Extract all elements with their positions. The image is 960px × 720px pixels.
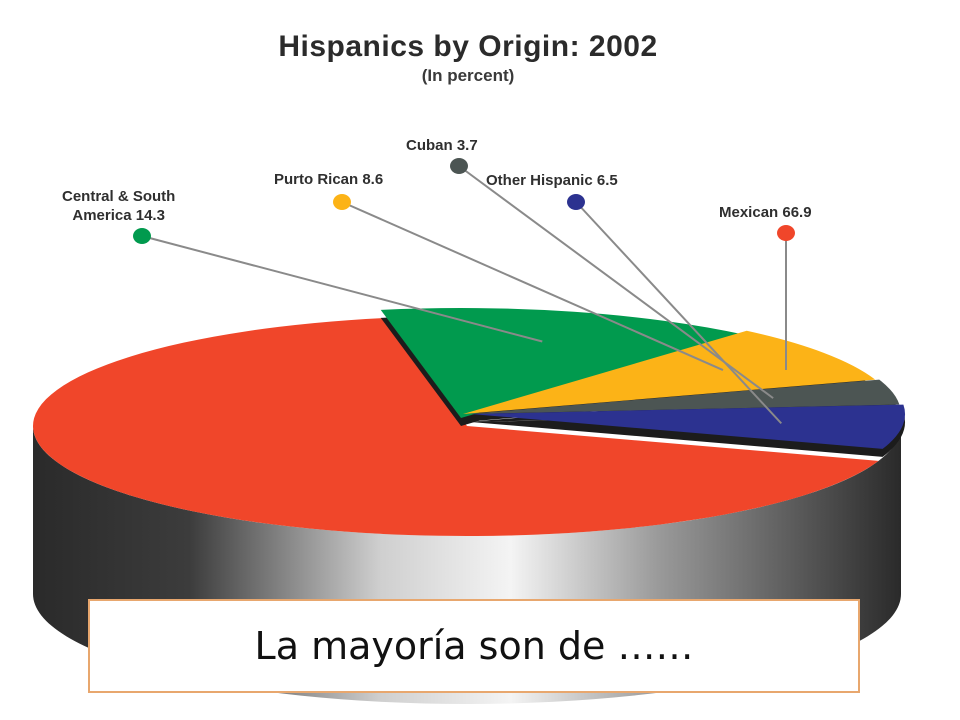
caption-box: La mayoría son de …… (88, 599, 860, 693)
label-purto-rican: Purto Rican 8.6 (274, 171, 384, 188)
slice-other-hispanic (471, 404, 906, 449)
slice-cuban (467, 379, 900, 414)
caption-text: La mayoría son de …… (254, 624, 694, 668)
label-mexican: Mexican 66.9 (719, 204, 812, 221)
leader-dot-other-hispanic (567, 194, 585, 210)
chart-title: Hispanics by Origin: 2002 (278, 30, 658, 63)
leader-line-central-south-america (141, 235, 543, 343)
slice-mexican (32, 317, 879, 536)
leader-dot-purto-rican (333, 194, 351, 210)
label-central-south-america: Central & South America 14.3 (62, 188, 176, 224)
leader-dot-cuban (450, 158, 468, 174)
leader-dot-central-south-america (133, 228, 151, 244)
leader-line-purto-rican (341, 201, 724, 371)
label-cuban: Cuban 3.7 (406, 137, 478, 154)
slice-purto-rican (463, 330, 876, 414)
chart-subtitle: (In percent) (421, 66, 515, 85)
leader-line-other-hispanic (575, 201, 783, 425)
label-other-hispanic: Other Hispanic 6.5 (486, 172, 618, 189)
slice-central-south-america (380, 307, 745, 418)
leader-dot-mexican (777, 225, 795, 241)
